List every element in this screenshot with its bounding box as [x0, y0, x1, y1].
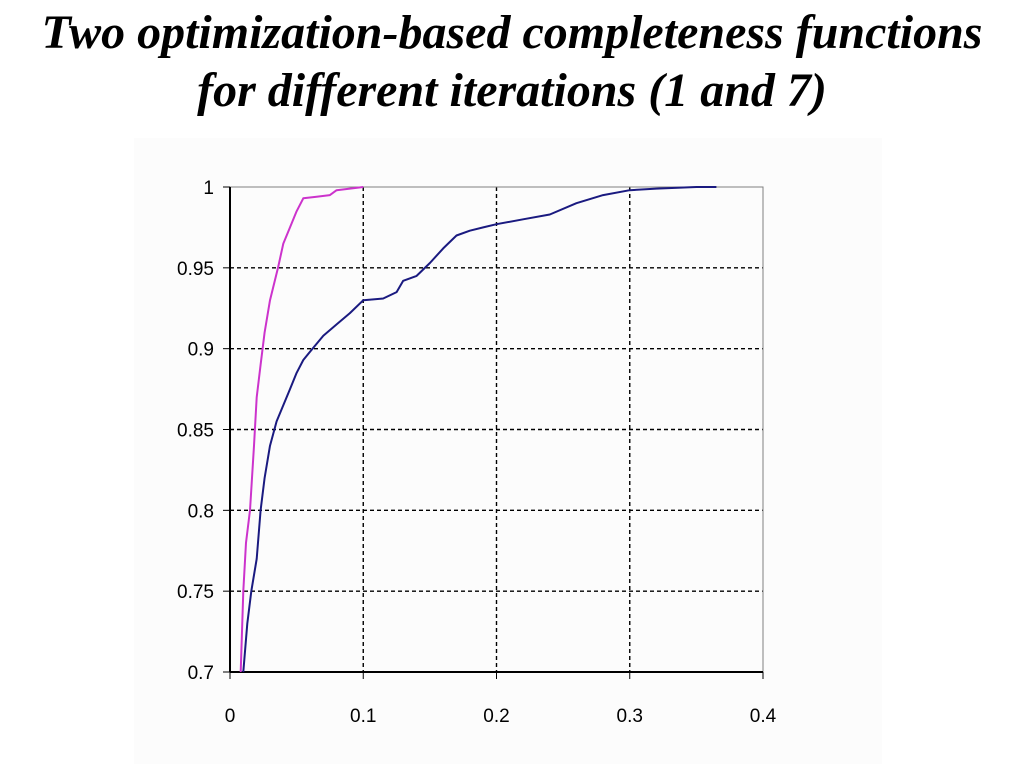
x-tick-label: 0	[225, 706, 236, 727]
slide-title-line-2: for different iterations (1 and 7)	[197, 64, 827, 117]
x-tick-label: 0.4	[750, 706, 777, 727]
series-line-2	[242, 186, 717, 673]
series-line-1	[239, 186, 364, 673]
ticks-layer: 0.7 0.75 0.8 0.85 0.9 0.95 1 0 0.1 0.2 0.3 0.4	[177, 178, 777, 727]
y-tick-label: 0.85	[177, 421, 214, 442]
y-tick-label: 1	[203, 178, 214, 199]
y-tick-label: 0.95	[177, 259, 214, 280]
y-tick-label: 0.8	[188, 501, 214, 522]
x-tick-label: 0.2	[483, 706, 509, 727]
line-chart: 0.7 0.75 0.8 0.85 0.9 0.95 1 0 0.1 0.2 0.3 0.4	[177, 178, 777, 727]
slide-title-line-1: Two optimization-based completeness func…	[41, 6, 983, 59]
slide-title: Two optimization-based completeness func…	[0, 4, 1024, 120]
grid-layer	[230, 187, 763, 672]
y-tick-label: 0.7	[188, 663, 214, 684]
chart-panel: 0.7 0.75 0.8 0.85 0.9 0.95 1 0 0.1 0.2 0.3 0.4	[134, 138, 882, 764]
y-tick-label: 0.9	[188, 340, 214, 361]
x-tick-label: 0.1	[350, 706, 376, 727]
series-layer	[239, 186, 717, 673]
y-tick-label: 0.75	[177, 582, 214, 603]
x-tick-label: 0.3	[617, 706, 643, 727]
